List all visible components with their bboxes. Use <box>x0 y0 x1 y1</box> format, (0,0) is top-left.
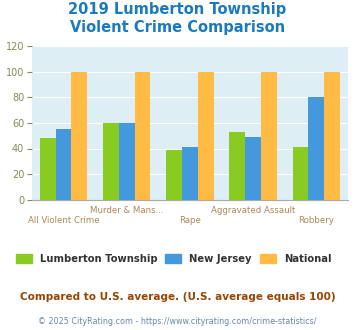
Text: Compared to U.S. average. (U.S. average equals 100): Compared to U.S. average. (U.S. average … <box>20 292 335 302</box>
Bar <box>308 97 324 200</box>
Bar <box>103 123 119 200</box>
Bar <box>166 150 182 200</box>
Text: Murder & Mans...: Murder & Mans... <box>90 206 164 215</box>
Bar <box>71 72 87 200</box>
Bar <box>324 72 340 200</box>
Bar <box>119 123 135 200</box>
Bar <box>56 129 71 200</box>
Bar <box>40 138 56 200</box>
Text: Aggravated Assault: Aggravated Assault <box>211 206 295 215</box>
Text: Rape: Rape <box>179 216 201 225</box>
Legend: Lumberton Township, New Jersey, National: Lumberton Township, New Jersey, National <box>16 254 331 264</box>
Bar <box>198 72 214 200</box>
Bar <box>135 72 151 200</box>
Bar <box>245 137 261 200</box>
Bar <box>229 132 245 200</box>
Bar <box>261 72 277 200</box>
Bar <box>293 147 308 200</box>
Text: 2019 Lumberton Township
Violent Crime Comparison: 2019 Lumberton Township Violent Crime Co… <box>69 2 286 35</box>
Text: Robbery: Robbery <box>298 216 334 225</box>
Text: All Violent Crime: All Violent Crime <box>28 216 99 225</box>
Bar <box>182 147 198 200</box>
Text: © 2025 CityRating.com - https://www.cityrating.com/crime-statistics/: © 2025 CityRating.com - https://www.city… <box>38 317 317 326</box>
